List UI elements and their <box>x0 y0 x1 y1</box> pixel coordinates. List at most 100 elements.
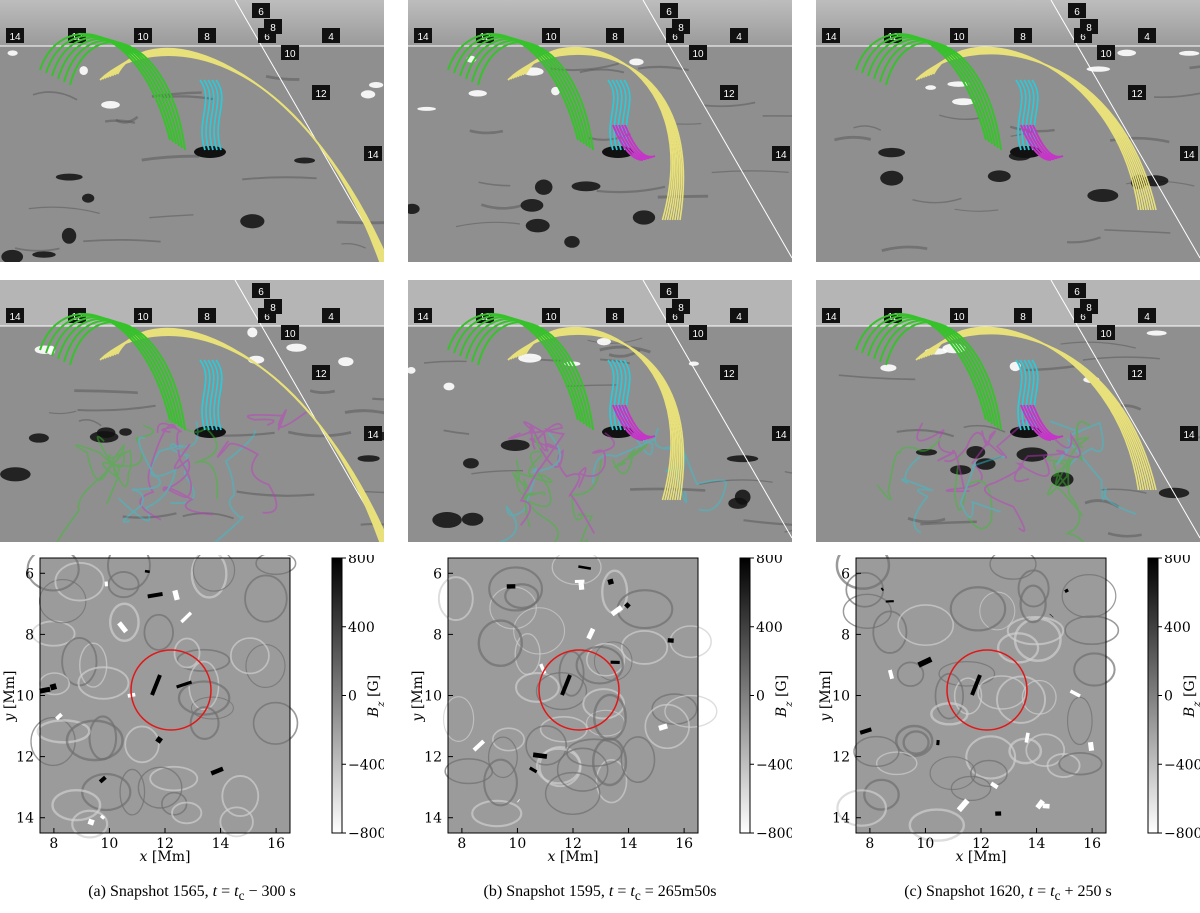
svg-text:10: 10 <box>953 32 965 43</box>
svg-text:6: 6 <box>25 566 34 582</box>
svg-text:400: 400 <box>348 620 375 636</box>
svg-text:6: 6 <box>672 312 678 323</box>
svg-text:6: 6 <box>258 7 264 18</box>
svg-text:8: 8 <box>1086 303 1092 314</box>
fieldline-render-traced: 14 12 10 8 6 4 6 8 10 12 14 <box>408 280 792 542</box>
svg-text:10: 10 <box>101 836 119 852</box>
svg-text:10: 10 <box>137 32 149 43</box>
svg-text:10: 10 <box>16 689 34 705</box>
caption-tc-symbol: t <box>1050 883 1055 900</box>
svg-text:−800: −800 <box>1164 826 1200 842</box>
field-line-traces <box>498 421 728 542</box>
svg-text:8: 8 <box>270 23 276 34</box>
svg-text:12: 12 <box>972 836 990 852</box>
svg-text:10: 10 <box>137 312 149 323</box>
svg-text:−400: −400 <box>348 757 384 773</box>
svg-text:8: 8 <box>25 627 34 643</box>
svg-text:8: 8 <box>865 836 874 852</box>
svg-text:8: 8 <box>612 312 618 323</box>
far-plane <box>408 0 792 46</box>
svg-text:14: 14 <box>212 836 230 852</box>
granulation-pattern <box>408 337 792 533</box>
svg-text:10: 10 <box>917 836 935 852</box>
svg-text:6: 6 <box>666 7 672 18</box>
svg-text:12: 12 <box>16 750 34 766</box>
y-axis-label: y [Mm] <box>410 671 426 723</box>
svg-text:6: 6 <box>1080 32 1086 43</box>
colorbar-ticks: 800 400 0 −400 −800 <box>342 555 384 842</box>
svg-text:8: 8 <box>270 303 276 314</box>
bz-magnetogram: 8 10 12 14 16 6 8 10 12 14 x [Mm] y [Mm] 800 400 0… <box>818 555 1200 865</box>
svg-text:−400: −400 <box>756 757 792 773</box>
svg-text:10: 10 <box>832 689 850 705</box>
fieldline-render-top: 14 12 10 8 6 4 6 8 10 12 14 <box>0 0 384 262</box>
figure-column-c: 14 12 10 8 6 4 6 8 10 12 14 14 12 10 8 6 4 6 8 10 12 14 <box>816 0 1200 913</box>
x-axis: 8 10 12 14 16 <box>457 828 693 852</box>
svg-text:8: 8 <box>204 312 210 323</box>
map-granulation <box>26 555 299 839</box>
svg-text:800: 800 <box>1164 555 1191 567</box>
svg-text:8: 8 <box>1086 23 1092 34</box>
svg-text:10: 10 <box>545 312 557 323</box>
caption-time-value: + 250 s <box>1060 883 1112 900</box>
svg-text:16: 16 <box>267 836 285 852</box>
y-axis-label: y [Mm] <box>2 671 18 723</box>
svg-text:14: 14 <box>825 32 837 43</box>
svg-text:6: 6 <box>1074 7 1080 18</box>
svg-text:12: 12 <box>156 836 174 852</box>
fieldline-render-top: 14 12 10 8 6 4 6 8 10 12 14 <box>408 0 792 262</box>
bz-magnetogram: 8 10 12 14 16 6 8 10 12 14 x [Mm] y [Mm] 800 400 0… <box>410 555 792 865</box>
svg-text:−400: −400 <box>1164 757 1200 773</box>
fieldline-render-traced: 14 12 10 8 6 4 6 8 10 12 14 <box>816 280 1200 542</box>
granulation-pattern <box>838 330 1200 538</box>
svg-text:12: 12 <box>1131 369 1143 380</box>
svg-text:14: 14 <box>620 836 638 852</box>
svg-text:10: 10 <box>284 329 296 340</box>
caption-time-symbol: t <box>1028 883 1034 900</box>
panel-caption: (c) Snapshot 1620, t = tc + 250 s <box>904 883 1112 904</box>
granulation-pattern <box>1 50 384 262</box>
granulation-pattern <box>834 49 1200 252</box>
y-axis: 6 8 10 12 14 <box>16 566 45 827</box>
panel-caption: (b) Snapshot 1595, t = tc = 265m50s <box>483 883 717 904</box>
svg-text:14: 14 <box>775 430 787 441</box>
svg-text:8: 8 <box>612 32 618 43</box>
svg-text:400: 400 <box>1164 620 1191 636</box>
colorbar <box>1147 557 1159 834</box>
caption-time-symbol: t <box>212 883 218 900</box>
svg-text:12: 12 <box>424 750 442 766</box>
svg-text:6: 6 <box>264 312 270 323</box>
svg-text:6: 6 <box>258 287 264 298</box>
caption-time-value: = 265m50s <box>640 883 717 900</box>
svg-text:−800: −800 <box>348 826 384 842</box>
x-axis-label: x [Mm] <box>140 849 191 865</box>
x-axis: 8 10 12 14 16 <box>865 828 1101 852</box>
svg-text:6: 6 <box>433 566 442 582</box>
svg-text:14: 14 <box>832 811 850 827</box>
colorbar-label: Bz [G] <box>366 675 384 718</box>
svg-text:8: 8 <box>678 303 684 314</box>
svg-text:16: 16 <box>1083 836 1101 852</box>
svg-text:8: 8 <box>1020 312 1026 323</box>
field-line-traces <box>876 419 1137 542</box>
y-axis: 6 8 10 12 14 <box>832 566 861 827</box>
svg-text:10: 10 <box>692 329 704 340</box>
svg-text:6: 6 <box>1080 312 1086 323</box>
region-circle <box>130 649 212 731</box>
colorbar-label: Bz [G] <box>774 675 792 718</box>
far-plane <box>0 0 384 46</box>
svg-text:8: 8 <box>433 627 442 643</box>
field-lines <box>447 313 685 501</box>
y-axis-label: y [Mm] <box>818 671 834 723</box>
fieldline-render-traced: 14 12 10 8 6 4 6 8 10 12 14 <box>0 280 384 542</box>
panel-caption: (a) Snapshot 1565, t = tc − 300 s <box>88 883 296 904</box>
svg-text:12: 12 <box>723 89 735 100</box>
field-lines <box>855 33 1157 211</box>
svg-text:14: 14 <box>16 811 34 827</box>
y-axis: 6 8 10 12 14 <box>424 566 453 827</box>
caption-prefix: (c) Snapshot 1620, <box>904 883 1029 900</box>
